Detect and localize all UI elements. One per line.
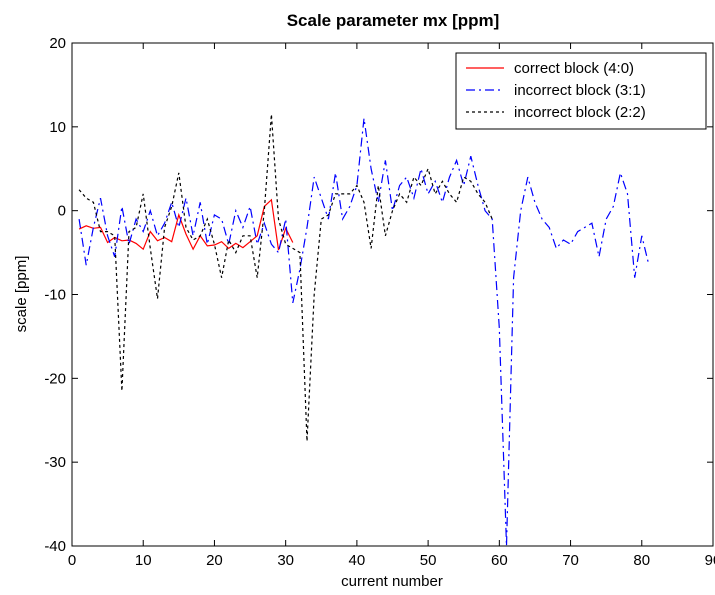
y-tick-label: -20	[44, 370, 66, 387]
y-tick-label: 10	[49, 119, 66, 136]
y-tick-label: -40	[44, 538, 66, 555]
x-tick-label: 90	[705, 552, 715, 569]
plot-frame	[71, 42, 714, 547]
legend-label: incorrect block (3:1)	[514, 82, 646, 99]
y-tick-label: -10	[44, 287, 66, 304]
x-tick-label: 60	[491, 552, 508, 569]
x-tick-label: 10	[135, 552, 152, 569]
series-layer	[78, 114, 650, 547]
legend-box	[455, 52, 707, 130]
series-line-1	[78, 118, 650, 547]
series-line-2	[78, 114, 493, 442]
x-tick-label: 70	[562, 552, 579, 569]
x-tick-label: 40	[349, 552, 366, 569]
y-tick-label: 20	[49, 35, 66, 52]
x-tick-label: 50	[420, 552, 437, 569]
legend-label: correct block (4:0)	[514, 60, 634, 77]
legend-label: incorrect block (2:2)	[514, 104, 646, 121]
legend: correct block (4:0) incorrect block (3:1)…	[455, 52, 707, 130]
x-tick-label: 0	[68, 552, 76, 569]
x-tick-label: 20	[206, 552, 223, 569]
x-axis-label: current number	[341, 573, 443, 590]
y-tick-label: 0	[58, 203, 66, 220]
x-tick-label: 30	[277, 552, 294, 569]
y-axis-label: scale [ppm]	[13, 256, 30, 333]
ticks-layer: 0 10 20 30 40 50 60 70 80 90 -40 -30 -20 -10 0 10 20	[44, 35, 715, 569]
chart-title: Scale parameter mx [ppm]	[287, 11, 500, 30]
x-tick-label: 80	[633, 552, 650, 569]
y-tick-label: -30	[44, 454, 66, 471]
